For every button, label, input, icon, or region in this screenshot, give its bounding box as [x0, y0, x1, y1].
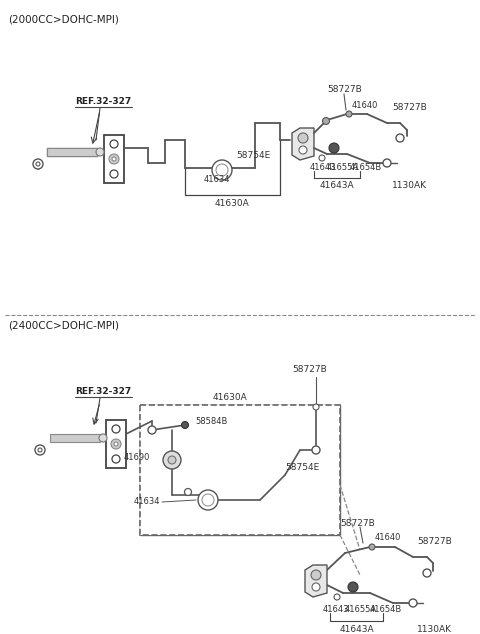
Circle shape	[163, 451, 181, 469]
Circle shape	[409, 599, 417, 607]
Text: 41630A: 41630A	[213, 392, 247, 401]
Circle shape	[36, 162, 40, 166]
Text: (2400CC>DOHC-MPI): (2400CC>DOHC-MPI)	[8, 320, 119, 330]
Text: 41630A: 41630A	[215, 198, 250, 207]
Text: (2000CC>DOHC-MPI): (2000CC>DOHC-MPI)	[8, 14, 119, 24]
Text: 58727B: 58727B	[417, 536, 452, 545]
Circle shape	[212, 160, 232, 180]
Circle shape	[323, 117, 329, 124]
Text: REF.32-327: REF.32-327	[75, 98, 131, 107]
Text: 41654B: 41654B	[350, 164, 382, 172]
Circle shape	[168, 456, 176, 464]
Circle shape	[112, 157, 116, 161]
Circle shape	[184, 489, 192, 496]
Circle shape	[216, 164, 228, 176]
Text: 41634: 41634	[204, 176, 230, 184]
Polygon shape	[292, 128, 314, 160]
Circle shape	[198, 490, 218, 510]
Circle shape	[202, 494, 214, 506]
Circle shape	[181, 422, 189, 429]
Polygon shape	[305, 565, 327, 597]
Circle shape	[334, 594, 340, 600]
Text: 58584B: 58584B	[195, 418, 228, 427]
Circle shape	[35, 445, 45, 455]
Circle shape	[423, 569, 431, 577]
Bar	[104, 135, 124, 183]
Circle shape	[346, 111, 352, 117]
Text: 41634: 41634	[133, 498, 160, 507]
Text: 41690: 41690	[124, 453, 150, 462]
Text: 1130AK: 1130AK	[417, 626, 452, 634]
Circle shape	[112, 425, 120, 433]
Circle shape	[329, 143, 339, 153]
Text: 58727B: 58727B	[293, 365, 327, 375]
Text: 58754E: 58754E	[285, 463, 319, 472]
Circle shape	[114, 442, 118, 446]
Text: 41655A: 41655A	[327, 164, 359, 172]
Text: 41643: 41643	[310, 164, 336, 172]
Circle shape	[396, 134, 404, 142]
Circle shape	[96, 148, 104, 156]
Text: 41643A: 41643A	[339, 626, 374, 634]
Text: REF.32-327: REF.32-327	[75, 387, 131, 396]
Bar	[140, 405, 340, 535]
Circle shape	[313, 404, 319, 410]
Circle shape	[311, 570, 321, 580]
Text: 41640: 41640	[375, 533, 401, 541]
Circle shape	[112, 455, 120, 463]
Text: 41643A: 41643A	[320, 181, 354, 190]
Circle shape	[348, 582, 358, 592]
Circle shape	[110, 170, 118, 178]
Text: 41654B: 41654B	[370, 604, 402, 614]
Text: 58754E: 58754E	[236, 150, 270, 160]
Circle shape	[319, 155, 325, 161]
Circle shape	[111, 439, 121, 449]
Text: 41655A: 41655A	[345, 604, 377, 614]
Circle shape	[99, 434, 107, 442]
Circle shape	[383, 159, 391, 167]
Text: 58727B: 58727B	[392, 103, 427, 112]
Circle shape	[299, 146, 307, 154]
Circle shape	[109, 154, 119, 164]
Text: 58727B: 58727B	[327, 86, 362, 94]
Circle shape	[38, 448, 42, 452]
Text: 1130AK: 1130AK	[392, 181, 427, 190]
Circle shape	[369, 544, 375, 550]
Circle shape	[110, 140, 118, 148]
Text: 41643: 41643	[323, 604, 349, 614]
Circle shape	[312, 446, 320, 454]
Bar	[140, 405, 340, 535]
Bar	[50, 434, 100, 442]
Text: 41640: 41640	[352, 101, 378, 110]
Bar	[47, 148, 97, 156]
Circle shape	[312, 583, 320, 591]
Circle shape	[148, 426, 156, 434]
Circle shape	[298, 133, 308, 143]
Text: 58727B: 58727B	[340, 519, 375, 527]
Circle shape	[33, 159, 43, 169]
Bar	[106, 420, 126, 468]
